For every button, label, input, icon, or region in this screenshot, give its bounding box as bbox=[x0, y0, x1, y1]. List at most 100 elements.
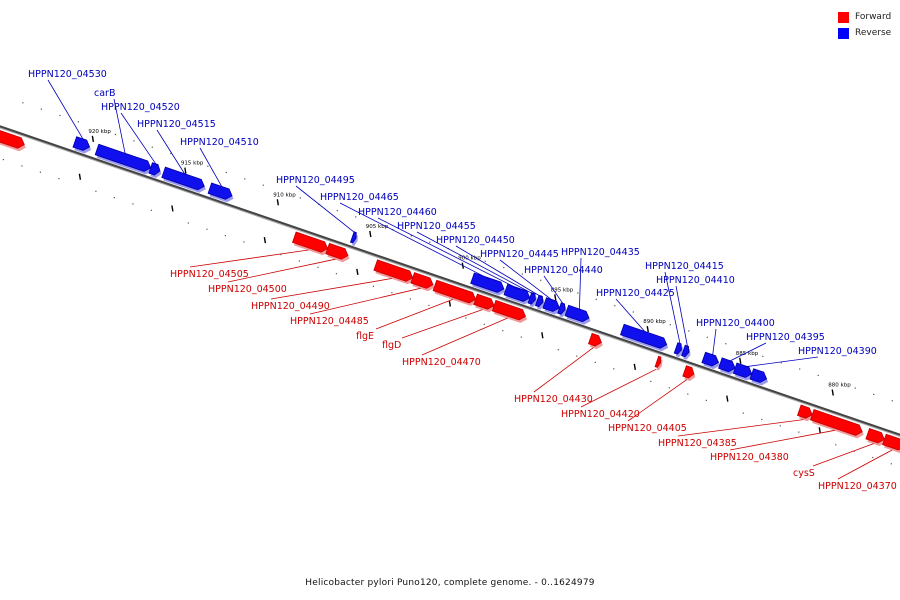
gene-leader bbox=[120, 112, 158, 166]
minor-tick-lower bbox=[280, 254, 282, 256]
minor-tick-lower bbox=[187, 222, 189, 224]
minor-tick-lower bbox=[2, 159, 4, 161]
minor-tick-lower bbox=[21, 165, 23, 167]
gene-label: carB bbox=[94, 88, 115, 99]
gene-leader bbox=[113, 98, 126, 155]
gene-leader bbox=[615, 298, 647, 334]
scale-tick-label: 920 kbp bbox=[88, 129, 111, 135]
gene-label: HPPN120_04370 bbox=[818, 481, 897, 492]
minor-tick-upper bbox=[133, 140, 135, 142]
gene-label: HPPN120_04400 bbox=[696, 318, 775, 329]
gene-leader bbox=[712, 328, 717, 356]
minor-tick-lower bbox=[613, 368, 615, 370]
minor-tick-lower bbox=[835, 444, 837, 446]
major-tick-lower bbox=[171, 205, 174, 212]
gene-reverse bbox=[564, 304, 590, 323]
minor-tick-lower bbox=[391, 292, 393, 294]
minor-tick-upper bbox=[706, 336, 708, 338]
legend: Forward Reverse bbox=[838, 9, 891, 41]
gene-leader bbox=[812, 443, 874, 467]
minor-tick-upper bbox=[170, 152, 172, 155]
gene-label: HPPN120_04380 bbox=[710, 452, 789, 463]
gene-label: HPPN120_04410 bbox=[656, 275, 735, 286]
minor-tick-upper bbox=[114, 133, 116, 136]
gene-forward bbox=[491, 299, 527, 321]
minor-tick-upper bbox=[225, 171, 227, 174]
gene-forward bbox=[373, 259, 414, 282]
gene-label: HPPN120_04460 bbox=[358, 207, 437, 218]
minor-tick-lower bbox=[335, 273, 337, 275]
minor-tick-upper bbox=[688, 330, 690, 332]
gene-forward bbox=[291, 231, 329, 253]
gene-forward bbox=[865, 427, 885, 444]
minor-tick-lower bbox=[150, 209, 152, 211]
minor-tick-upper bbox=[725, 343, 727, 345]
gene-forward bbox=[882, 433, 900, 451]
gene-leader bbox=[533, 347, 594, 393]
minor-tick-lower bbox=[206, 228, 208, 230]
gene-leader bbox=[675, 285, 688, 348]
gene-label: HPPN120_04425 bbox=[596, 288, 675, 299]
major-tick-upper bbox=[369, 230, 372, 238]
gene-reverse bbox=[527, 292, 536, 305]
major-tick-lower bbox=[448, 300, 452, 307]
gene-leader bbox=[579, 257, 582, 311]
minor-tick-lower bbox=[428, 304, 430, 306]
minor-tick-lower bbox=[243, 241, 245, 243]
gene-label: HPPN120_04445 bbox=[480, 249, 559, 260]
scale-tick-label: 910 kbp bbox=[273, 192, 296, 198]
minor-tick-lower bbox=[576, 355, 578, 357]
gene-label: HPPN120_04405 bbox=[608, 423, 687, 434]
minor-tick-upper bbox=[355, 216, 357, 218]
minor-tick-upper bbox=[59, 114, 61, 117]
gene-label: HPPN120_04500 bbox=[208, 284, 287, 295]
gene-label: HPPN120_04470 bbox=[402, 357, 481, 368]
gene-leader bbox=[375, 299, 453, 330]
gene-leader bbox=[677, 419, 804, 437]
gene-label: HPPN120_04435 bbox=[561, 247, 640, 258]
gene-forward bbox=[654, 355, 662, 368]
gene-reverse bbox=[148, 162, 161, 176]
gene-label: HPPN120_04465 bbox=[320, 192, 399, 203]
genome-backbone bbox=[0, 125, 900, 437]
gene-label: HPPN120_04420 bbox=[561, 409, 640, 420]
minor-tick-lower bbox=[409, 298, 411, 300]
minor-tick-lower bbox=[761, 418, 763, 421]
gene-forward bbox=[325, 242, 349, 260]
minor-tick-lower bbox=[317, 266, 319, 268]
gene-label: HPPN120_04495 bbox=[276, 175, 355, 186]
minor-tick-upper bbox=[521, 273, 523, 275]
gene-leader bbox=[295, 185, 356, 234]
gene-reverse bbox=[718, 357, 736, 373]
legend-reverse-swatch bbox=[838, 27, 849, 39]
scale-tick-label: 890 kbp bbox=[643, 319, 666, 325]
gene-leader bbox=[270, 278, 392, 300]
minor-tick-lower bbox=[798, 431, 800, 433]
gene-forward bbox=[682, 365, 695, 379]
minor-tick-upper bbox=[595, 298, 597, 300]
gene-label: HPPN120_04390 bbox=[798, 346, 877, 357]
gene-label: cysS bbox=[793, 468, 815, 479]
gene-labels: HPPN120_04530 carB HPPN120_04520 HPPN120_04… bbox=[28, 69, 897, 492]
minor-tick-lower bbox=[95, 190, 97, 192]
minor-tick-upper bbox=[817, 374, 819, 376]
minor-tick-upper bbox=[614, 305, 616, 307]
gene-label: HPPN120_04385 bbox=[658, 438, 737, 449]
gene-leader bbox=[309, 287, 421, 315]
minor-ticks bbox=[2, 102, 893, 465]
gene-label: HPPN120_04415 bbox=[645, 261, 724, 272]
major-tick-lower bbox=[818, 427, 821, 434]
gene-reverse bbox=[470, 272, 505, 293]
minor-tick-lower bbox=[483, 323, 485, 325]
major-tick-upper bbox=[554, 294, 557, 301]
minor-tick-lower bbox=[890, 463, 892, 465]
gene-leader bbox=[339, 202, 490, 280]
gene-leader bbox=[227, 258, 336, 283]
scale-tick-label: 885 kbp bbox=[736, 351, 759, 357]
minor-tick-upper bbox=[77, 121, 79, 123]
backbone-line bbox=[0, 125, 900, 436]
major-tick-upper bbox=[91, 135, 95, 143]
gene-label: HPPN120_04485 bbox=[290, 316, 369, 327]
minor-tick-upper bbox=[484, 260, 486, 262]
gene-label: flgE bbox=[356, 331, 374, 342]
